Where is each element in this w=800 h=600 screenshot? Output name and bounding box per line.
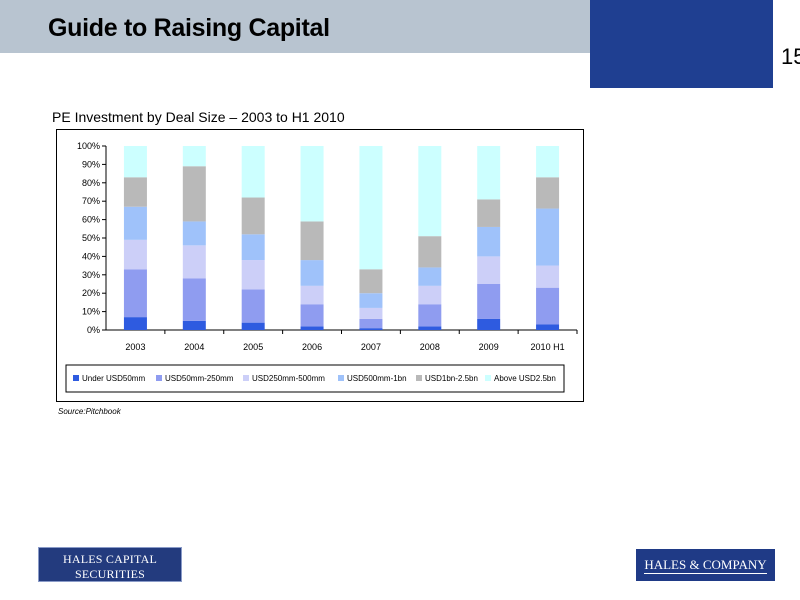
bar-segment	[536, 208, 560, 266]
bar-segment	[359, 307, 383, 319]
logo-right-text: HALES & COMPANY	[644, 557, 767, 574]
bar-segment	[241, 322, 265, 330]
x-tick-label: 2003	[125, 342, 145, 352]
legend-swatch	[416, 375, 422, 381]
bar-segment	[477, 318, 501, 330]
x-tick-label: 2006	[302, 342, 322, 352]
bar-segment	[418, 236, 442, 268]
legend-swatch	[156, 375, 162, 381]
bar-segment	[477, 256, 501, 284]
bar-segment	[477, 284, 501, 319]
bar-segment	[123, 146, 147, 178]
bar-segment	[536, 146, 560, 178]
bar-segment	[182, 166, 206, 222]
bar-segment	[123, 206, 147, 240]
chart-frame: 0% 10% 20% 30% 40% 50% 60% 70% 80% 90% 100% 2003 200…	[56, 129, 584, 402]
x-tick-label: 2009	[479, 342, 499, 352]
bar-segment	[182, 278, 206, 321]
bar-segment	[241, 289, 265, 323]
y-tick-label: 40%	[82, 251, 100, 261]
bar-segment	[536, 265, 560, 288]
y-tick-label: 50%	[82, 233, 100, 243]
page-title: Guide to Raising Capital	[48, 14, 330, 42]
bar-segment	[123, 177, 147, 207]
legend-label: Under USD50mm	[82, 374, 145, 383]
legend-label: USD500mm-1bn	[347, 374, 407, 383]
bar-segment	[182, 245, 206, 279]
y-tick-label: 90%	[82, 159, 100, 169]
y-tick-label: 70%	[82, 196, 100, 206]
bar-segment	[300, 304, 324, 327]
y-tick-label: 20%	[82, 288, 100, 298]
bar-segment	[359, 146, 383, 270]
page-number: 15	[781, 44, 800, 69]
x-tick-label: 2007	[361, 342, 381, 352]
hales-capital-securities-logo: HALES CAPITAL SECURITIES MEMBER FINRA/SI…	[38, 547, 182, 591]
y-tick-label: 100%	[77, 141, 100, 151]
y-tick-label: 60%	[82, 215, 100, 225]
bar-segment	[300, 285, 324, 305]
y-tick-label: 0%	[87, 325, 100, 335]
bar-segment	[418, 326, 442, 330]
bar-segment	[241, 234, 265, 261]
y-tick-label: 10%	[82, 307, 100, 317]
legend-label: Above USD2.5bn	[494, 374, 556, 383]
bar-segment	[182, 146, 206, 167]
logo-left-line2: MEMBER FINRA/SIPC	[57, 584, 163, 591]
bar-segment	[477, 226, 501, 257]
bar-segment	[123, 317, 147, 330]
bar-segment	[182, 221, 206, 246]
bar-segment	[359, 269, 383, 294]
legend-swatch	[338, 375, 344, 381]
x-tick-label: 2005	[243, 342, 263, 352]
bar-segment	[418, 304, 442, 327]
legend-label: USD1bn-2.5bn	[425, 374, 478, 383]
bar-segment	[182, 320, 206, 330]
bar-segment	[536, 287, 560, 325]
bar-segment	[359, 293, 383, 308]
bar-segment	[241, 260, 265, 290]
bar-segment	[300, 260, 324, 286]
bar-segment	[241, 146, 265, 198]
bar-segment	[123, 269, 147, 318]
bar-segment	[359, 328, 383, 330]
legend-swatch	[243, 375, 249, 381]
logo-left-line1: HALES CAPITAL SECURITIES	[63, 552, 157, 581]
legend-label: USD250mm-500mm	[252, 374, 325, 383]
chart-title: PE Investment by Deal Size – 2003 to H1 …	[52, 109, 345, 125]
bar-segment	[477, 199, 501, 227]
title-band	[0, 0, 590, 53]
stacked-bar-chart: 0% 10% 20% 30% 40% 50% 60% 70% 80% 90% 100% 2003 200…	[65, 141, 578, 393]
legend-label: USD50mm-250mm	[165, 374, 234, 383]
bar-segment	[536, 324, 560, 330]
bar-segment	[241, 197, 265, 235]
x-tick-label: 2008	[420, 342, 440, 352]
y-tick-label: 30%	[82, 270, 100, 280]
bar-segment	[536, 177, 560, 209]
bar-segment	[300, 326, 324, 330]
bar-segment	[300, 221, 324, 261]
bar-segment	[418, 267, 442, 286]
accent-block	[590, 0, 773, 88]
bar-segment	[359, 318, 383, 329]
x-tick-label: 2010 H1	[531, 342, 565, 352]
bar-segment	[418, 285, 442, 305]
legend-swatch	[485, 375, 491, 381]
hales-and-company-logo: HALES & COMPANY	[636, 549, 775, 581]
y-tick-label: 80%	[82, 178, 100, 188]
legend-box	[65, 364, 565, 393]
x-tick-label: 2004	[184, 342, 204, 352]
source-note: Source:Pitchbook	[58, 407, 121, 416]
bar-segment	[123, 239, 147, 270]
bar-segment	[477, 146, 501, 200]
bar-segment	[418, 146, 442, 237]
bar-segment	[300, 146, 324, 222]
legend-swatch	[73, 375, 79, 381]
